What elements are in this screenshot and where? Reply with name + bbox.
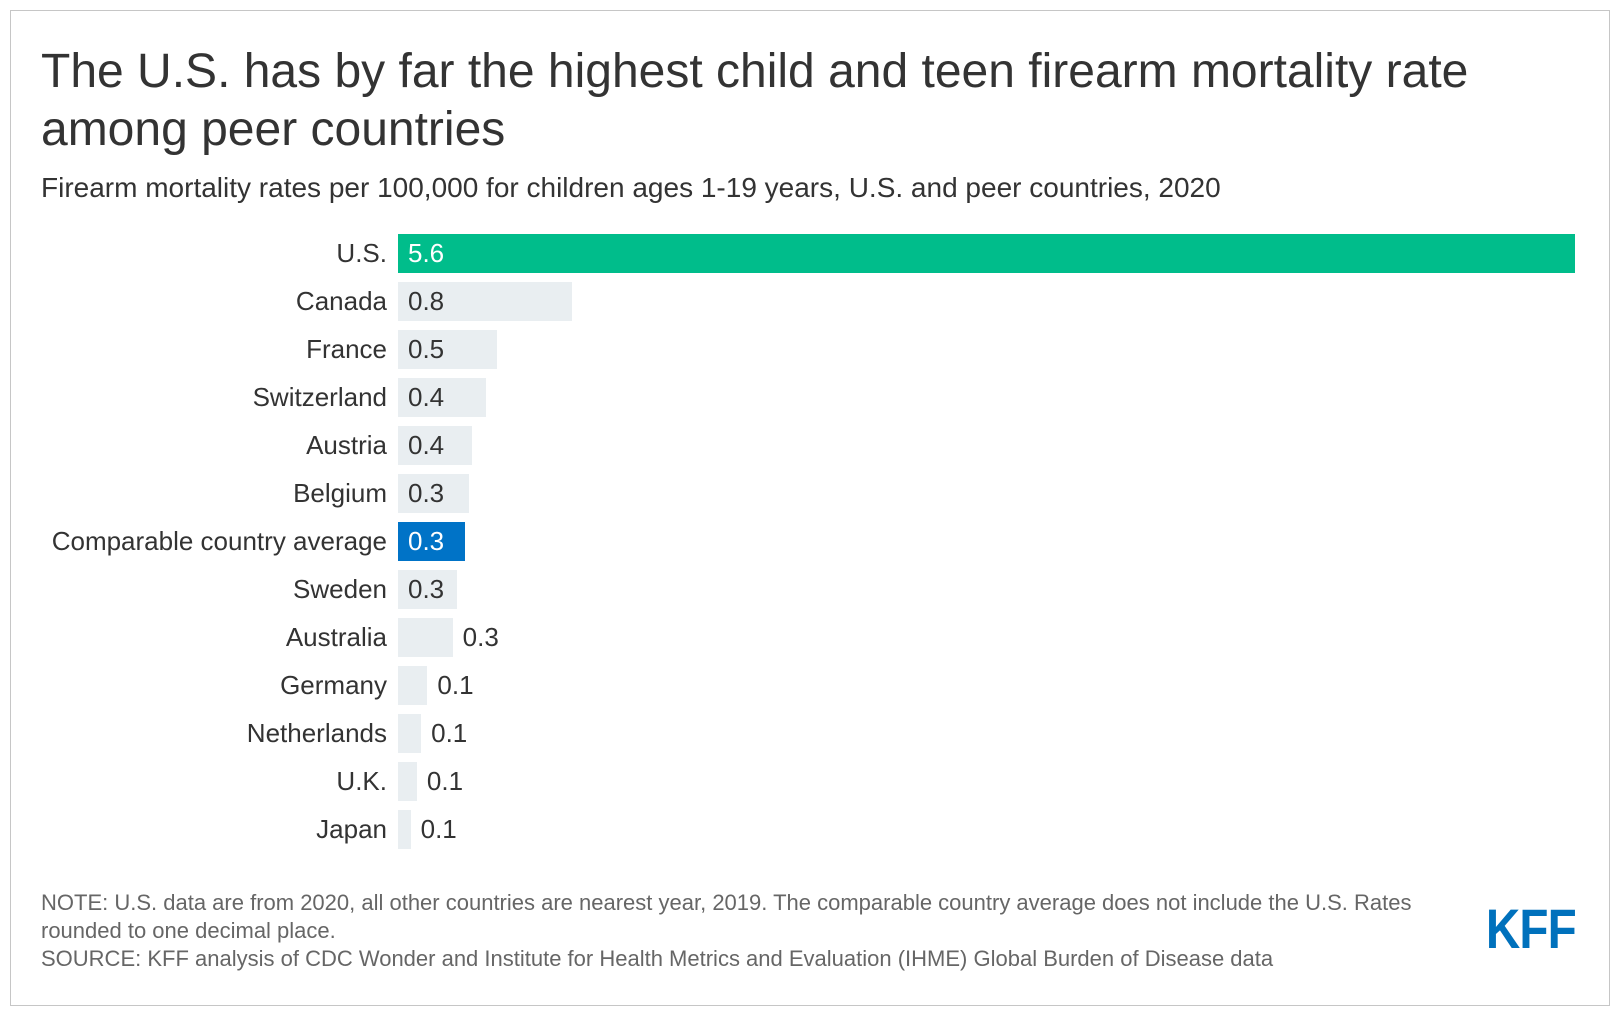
bar (398, 377, 487, 417)
bar (398, 425, 472, 465)
chart-subtitle: Firearm mortality rates per 100,000 for … (41, 172, 1221, 203)
category-label: Canada (295, 285, 387, 316)
category-label: Sweden (293, 573, 387, 604)
bar (398, 713, 422, 753)
category-label: Netherlands (246, 717, 387, 748)
category-label: U.S. (336, 237, 387, 268)
data-label: 5.6 (408, 237, 445, 268)
source-text: SOURCE: KFF analysis of CDC Wonder and I… (41, 946, 1274, 971)
category-label: Japan (316, 813, 387, 844)
bar (398, 569, 457, 609)
bar (398, 617, 453, 657)
data-label: 0.3 (462, 621, 499, 652)
chart-notes: NOTE: U.S. data are from 2020, all other… (41, 889, 1471, 973)
note-text: NOTE: U.S. data are from 2020, all other… (41, 890, 1412, 943)
category-label: Austria (306, 429, 387, 460)
data-label: 0.3 (408, 525, 445, 556)
bar (398, 233, 1575, 273)
category-label: U.K. (336, 765, 387, 796)
chart-frame (10, 10, 1610, 1006)
data-label: 0.3 (408, 573, 445, 604)
data-label: 0.1 (426, 765, 464, 796)
category-label: Australia (285, 621, 387, 652)
category-label: France (306, 333, 387, 364)
bar (398, 809, 411, 849)
data-label: 0.1 (431, 717, 468, 748)
bar-chart-plot: U.S. 5.6 Canada 0.8 France 0.5 Switzerland 0.4 A… (51, 233, 1575, 849)
bar (398, 761, 417, 801)
data-label: 0.8 (408, 285, 445, 316)
bar (398, 473, 470, 513)
category-label: Belgium (293, 477, 387, 508)
data-label: 0.3 (408, 477, 445, 508)
data-label: 0.1 (437, 669, 474, 700)
kff-logo: KFF (1486, 897, 1577, 960)
bar (398, 329, 497, 369)
data-label: 0.5 (408, 333, 445, 364)
data-label: 0.1 (420, 813, 457, 844)
chart-title: The U.S. has by far the highest child an… (41, 45, 1469, 156)
bar (398, 665, 428, 705)
bar (398, 281, 573, 321)
bar (398, 521, 466, 561)
category-label: Comparable country average (51, 525, 387, 556)
category-label: Germany (280, 669, 387, 700)
category-label: Switzerland (252, 381, 387, 412)
data-label: 0.4 (408, 429, 445, 460)
data-label: 0.4 (408, 381, 445, 412)
